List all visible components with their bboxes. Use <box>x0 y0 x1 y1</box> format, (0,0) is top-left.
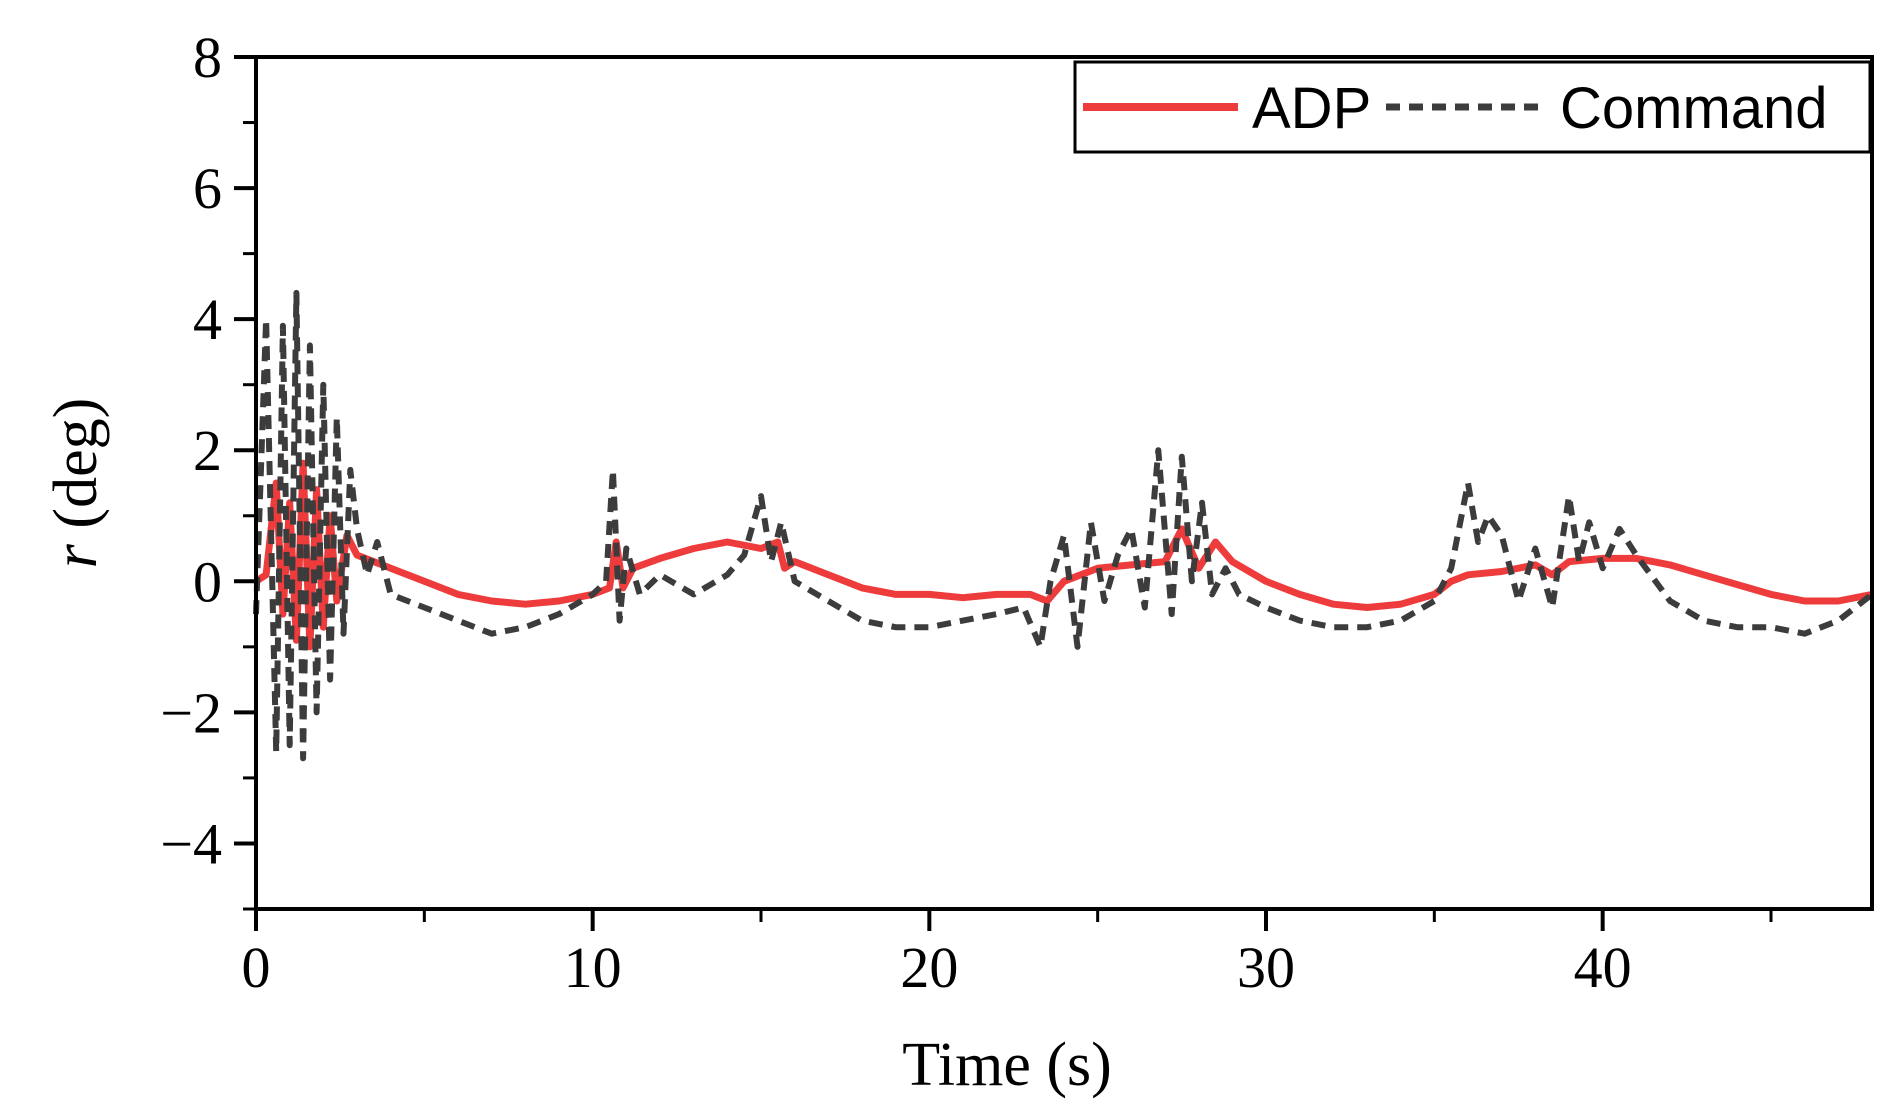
y-tick-label-3: 2 <box>193 418 222 483</box>
series-layer <box>253 289 1874 762</box>
y-tick-label-6: −4 <box>160 811 222 876</box>
x-tick-label-1: 10 <box>564 935 622 1000</box>
y-tick-label-0: 8 <box>193 25 222 90</box>
y-axis-unit: (deg) <box>42 398 110 544</box>
x-tick-label-3: 30 <box>1237 935 1295 1000</box>
y-axis-variable: r <box>42 543 110 568</box>
y-tick-label-2: 4 <box>193 287 222 352</box>
command-line <box>253 289 1874 762</box>
plot-frame <box>254 55 1874 911</box>
legend-adp-label: ADP <box>1252 76 1371 141</box>
legend-command-label: Command <box>1560 76 1828 141</box>
y-tick-label-1: 6 <box>193 156 222 221</box>
ticks-layer <box>234 55 1773 931</box>
x-axis-title: Time (s) <box>902 1031 1112 1099</box>
y-tick-label-4: 0 <box>193 549 222 614</box>
y-axis-title: r (deg) <box>42 398 110 568</box>
x-tick-label-4: 40 <box>1574 935 1632 1000</box>
y-tick-label-5: −2 <box>160 680 222 745</box>
x-tick-label-0: 0 <box>242 935 271 1000</box>
legend: ADP Command <box>1073 60 1872 154</box>
x-tick-label-2: 20 <box>900 935 958 1000</box>
